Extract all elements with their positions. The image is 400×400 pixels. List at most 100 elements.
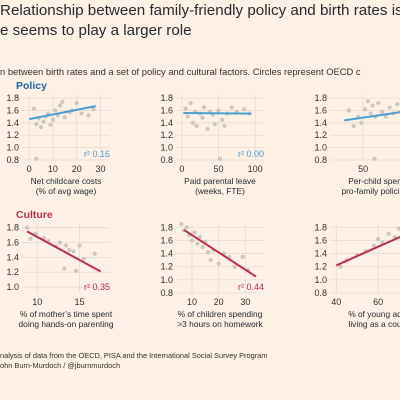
y-tick-label: 1.8 <box>6 93 19 103</box>
data-point <box>387 105 392 110</box>
y-tick-label: 1.0 <box>314 143 327 153</box>
x-axis-label: % of mother’s time spent <box>20 309 113 319</box>
data-point <box>34 121 39 127</box>
x-axis-label: >3 hours on homework <box>177 319 263 329</box>
y-tick-label: 0.8 <box>314 155 327 165</box>
x-axis-label: living as a cou <box>348 319 400 329</box>
y-tick-label: 1.0 <box>6 143 19 153</box>
data-point <box>222 123 227 129</box>
x-axis-label: (% of avg wage) <box>36 186 97 196</box>
data-point <box>376 100 381 106</box>
data-point <box>359 120 364 125</box>
y-tick-label: 1.6 <box>160 105 173 115</box>
panel-3: 0.81.01.21.41.61.850100Per-child spenpro… <box>314 93 400 196</box>
data-point <box>338 264 343 269</box>
data-point <box>179 221 184 227</box>
title-line-1: Relationship between family-friendly pol… <box>0 2 400 19</box>
y-tick-label: 1.0 <box>160 275 173 285</box>
data-point <box>346 108 352 113</box>
data-point <box>183 106 188 111</box>
x-tick-label: 20 <box>72 164 82 174</box>
y-tick-label: 1.0 <box>314 275 327 285</box>
x-tick-label: 0 <box>179 164 184 174</box>
data-point <box>362 107 368 112</box>
trend-line <box>344 111 400 122</box>
data-point <box>41 119 46 124</box>
data-point <box>197 235 203 240</box>
x-tick-label: 10 <box>187 297 197 307</box>
r-squared-label: r² 0.44 <box>238 282 264 292</box>
x-tick-label: 20 <box>214 297 224 307</box>
r-squared-label: r² 0.35 <box>84 282 110 292</box>
data-point <box>74 268 79 273</box>
data-point <box>79 111 84 116</box>
x-axis-label: doing hands-on parenting <box>19 319 114 329</box>
author-credit: ohn Burn-Murdoch / @jburnmurdoch <box>0 361 121 370</box>
data-point <box>217 156 223 161</box>
x-axis-label: pro-family policies <box>341 186 400 196</box>
trend-line <box>28 105 96 121</box>
data-point <box>189 238 195 243</box>
data-point <box>77 243 82 248</box>
x-axis-label: (weeks, FTE) <box>195 186 245 196</box>
data-point <box>380 109 385 114</box>
x-tick-label: 100 <box>248 164 263 174</box>
x-tick-label: 15 <box>75 297 85 307</box>
data-point <box>395 102 400 107</box>
data-point <box>351 123 356 129</box>
data-point <box>371 243 377 248</box>
x-axis-label: Per-child spen <box>348 176 400 186</box>
x-tick-label: 10 <box>32 297 42 307</box>
data-point <box>62 115 67 120</box>
panel-5: 0.8 1.0 1.2 1.4 1.6 1.8 10 20 30 r² 0.44 % of chil… <box>160 221 264 329</box>
data-point <box>53 108 58 113</box>
x-tick-label: 40 <box>331 297 341 307</box>
panel-4: 1.0 1.2 1.4 1.6 1.8 10 15 r² 0.35 % of mother’s … <box>6 223 113 329</box>
y-tick-label: 1.4 <box>160 118 173 128</box>
y-tick-label: 1.2 <box>160 130 173 140</box>
y-tick-label: 1.6 <box>314 235 327 245</box>
data-point <box>28 236 33 241</box>
data-point <box>184 225 189 230</box>
y-tick-label: 1.6 <box>6 105 19 115</box>
y-tick-label: 1.8 <box>314 222 327 232</box>
y-tick-label: 1.2 <box>314 262 327 272</box>
data-point <box>376 237 381 242</box>
data-point <box>195 241 200 246</box>
section-label-culture: Culture <box>16 209 53 221</box>
x-axis-label: % of young ad <box>348 309 400 319</box>
x-tick-label: 30 <box>95 164 105 174</box>
data-point <box>71 249 76 254</box>
data-point <box>372 156 377 161</box>
data-point <box>86 113 91 118</box>
trend-line <box>183 229 257 278</box>
r-squared-label: r² 0.16 <box>84 149 110 159</box>
y-tick-label: 1.6 <box>160 235 173 245</box>
data-point <box>242 107 247 112</box>
data-point <box>229 105 234 110</box>
data-point <box>57 103 63 108</box>
source-note: nalysis of data from the OECD, PISA and … <box>0 351 268 360</box>
x-axis-label: Paid parental leave <box>184 176 256 186</box>
chart-subtitle: n between birth rates and a set of polic… <box>0 66 361 77</box>
y-tick-label: 0.8 <box>160 288 173 298</box>
y-tick-label: 0.8 <box>314 288 327 298</box>
chart-title: Relationship between family-friendly pol… <box>0 1 400 41</box>
data-point <box>24 225 30 230</box>
y-tick-label: 1.8 <box>314 93 327 103</box>
data-point <box>57 240 63 245</box>
data-point <box>205 250 211 255</box>
y-tick-label: 1.8 <box>6 223 19 233</box>
title-line-2: e seems to play a larger role <box>0 22 192 39</box>
data-point <box>383 114 388 119</box>
data-point <box>34 156 39 161</box>
y-tick-label: 1.4 <box>314 118 327 128</box>
x-tick-label: 50 <box>358 164 368 174</box>
y-tick-label: 1.2 <box>160 262 173 272</box>
x-axis-label: Net childcare costs <box>31 176 102 186</box>
data-point <box>38 125 44 130</box>
trend-line <box>183 111 252 115</box>
data-point <box>185 114 190 119</box>
y-tick-label: 1.6 <box>6 238 19 248</box>
data-point <box>194 123 199 129</box>
